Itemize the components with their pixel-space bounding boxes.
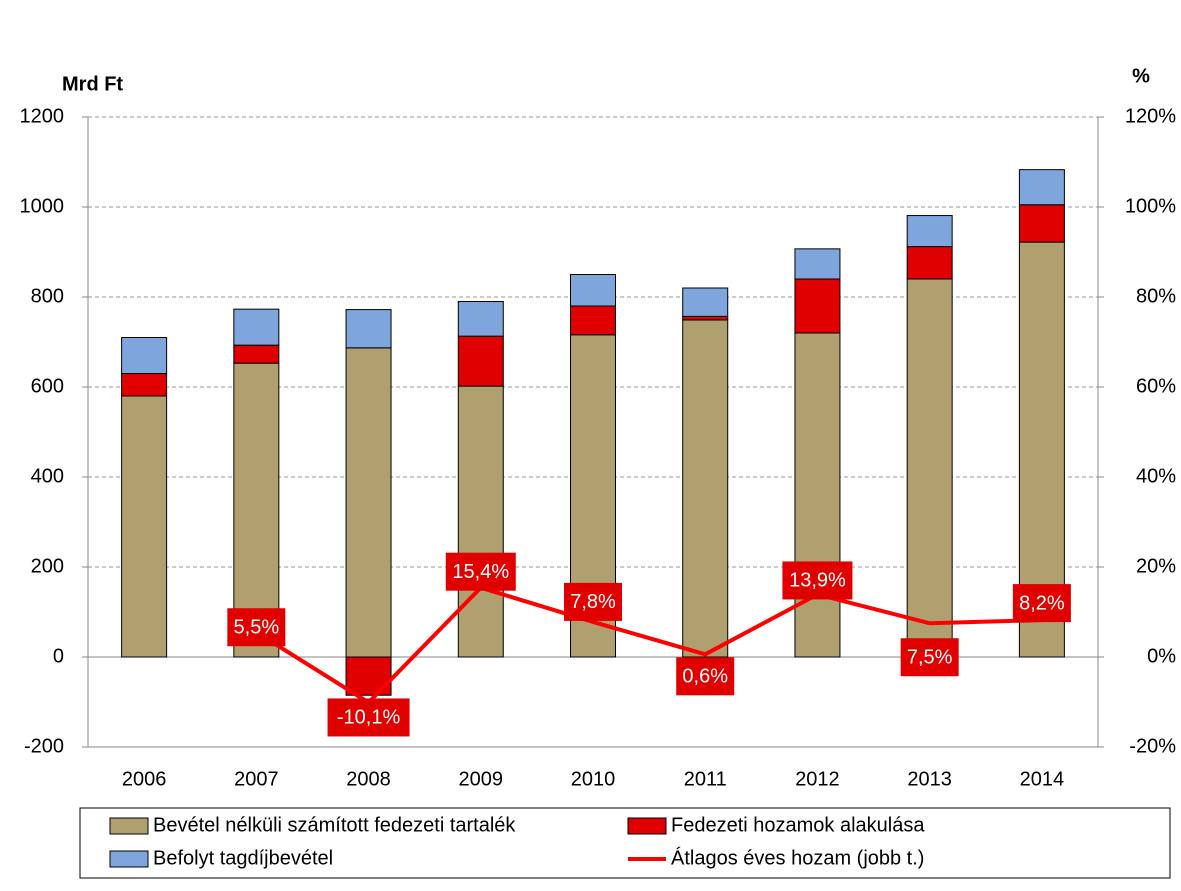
data-label-box	[327, 698, 410, 737]
x-tick-label: 2011	[684, 768, 727, 790]
y2-tick-label: 0%	[1147, 645, 1176, 667]
bar-segment	[1018, 169, 1065, 206]
bar-segment	[570, 305, 616, 336]
bar-segment	[345, 656, 392, 696]
y-tick-label: -200	[24, 735, 64, 757]
bar-segment	[1018, 204, 1065, 243]
data-label: 5,5%	[234, 617, 280, 639]
bar-segment	[682, 287, 729, 317]
legend-box	[79, 807, 1171, 879]
legend-label: Befolyt tagdíjbevétel	[153, 847, 333, 869]
bar-segment	[121, 337, 168, 374]
bar-segment	[794, 332, 841, 658]
y-tick-label: 200	[31, 555, 64, 577]
y2-tick-label: -20%	[1129, 735, 1176, 757]
legend-label: Fedezeti hozamok alakulása	[671, 814, 925, 836]
data-label-box	[445, 552, 516, 591]
bar-segment	[682, 315, 729, 321]
legend-label: Átlagos éves hozam (jobb t.)	[671, 846, 924, 869]
data-label: 8,2%	[1019, 592, 1065, 614]
y2-tick-label: 40%	[1136, 465, 1176, 487]
legend-swatch	[109, 817, 149, 835]
y-axis-title: Mrd Ft	[62, 73, 123, 95]
bar-segment	[682, 319, 729, 658]
data-label: 15,4%	[452, 561, 509, 583]
legend-label: Bevétel nélküli számított fedezeti tarta…	[153, 814, 516, 836]
data-label: 7,8%	[570, 591, 616, 613]
x-tick-label: 2012	[795, 768, 840, 790]
y2-tick-label: 100%	[1125, 195, 1176, 217]
x-tick-label: 2006	[122, 768, 167, 790]
bar-segment	[233, 308, 280, 346]
y-tick-label: 1200	[20, 105, 65, 127]
legend-swatch	[109, 850, 149, 868]
x-tick-label: 2014	[1020, 768, 1065, 790]
data-label-box	[782, 561, 853, 600]
x-tick-label: 2008	[346, 768, 391, 790]
data-label-box	[1012, 584, 1071, 623]
y2-tick-label: 80%	[1136, 285, 1176, 307]
bar-segment	[233, 344, 280, 364]
bar-segment	[794, 278, 841, 334]
data-label-box	[564, 582, 622, 621]
y-tick-label: 0	[53, 645, 64, 667]
data-label-box	[227, 608, 286, 647]
bar-segment	[233, 362, 280, 658]
y2-axis-title: %	[1132, 65, 1150, 87]
y2-tick-label: 60%	[1136, 375, 1176, 397]
y-tick-label: 1000	[20, 195, 65, 217]
bar-segment	[457, 385, 504, 658]
data-label-box	[900, 638, 959, 677]
x-tick-label: 2010	[571, 768, 616, 790]
data-label: 7,5%	[907, 647, 953, 669]
y2-tick-label: 20%	[1136, 555, 1176, 577]
bar-segment	[345, 347, 392, 658]
data-label: 13,9%	[789, 570, 846, 592]
bar-segment	[906, 278, 953, 658]
line	[255, 585, 1042, 705]
bar-segment	[906, 215, 953, 248]
data-label: 0,6%	[682, 666, 728, 688]
bar-segment	[121, 373, 168, 397]
x-tick-label: 2007	[234, 768, 279, 790]
y2-tick-label: 120%	[1125, 105, 1176, 127]
bar-segment	[570, 274, 616, 307]
bar-segment	[345, 309, 392, 349]
bar-segment	[121, 395, 168, 658]
data-label-box	[676, 657, 735, 696]
bar-segment	[457, 335, 504, 387]
bar-segment	[794, 248, 841, 280]
y-tick-label: 600	[31, 375, 64, 397]
bar-segment	[457, 301, 504, 337]
data-label: -10,1%	[337, 707, 401, 729]
y-tick-label: 800	[31, 285, 64, 307]
legend-swatch	[627, 817, 667, 835]
bar-segment	[906, 246, 953, 280]
x-tick-label: 2009	[459, 768, 504, 790]
x-tick-label: 2013	[907, 768, 952, 790]
y-tick-label: 400	[31, 465, 64, 487]
